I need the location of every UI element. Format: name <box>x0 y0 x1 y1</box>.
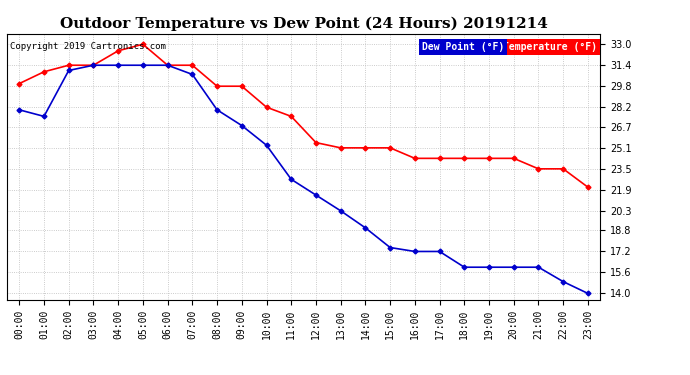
Text: Dew Point (°F): Dew Point (°F) <box>422 42 504 52</box>
Title: Outdoor Temperature vs Dew Point (24 Hours) 20191214: Outdoor Temperature vs Dew Point (24 Hou… <box>59 17 548 31</box>
Text: Copyright 2019 Cartronics.com: Copyright 2019 Cartronics.com <box>10 42 166 51</box>
Text: Temperature (°F): Temperature (°F) <box>503 42 598 52</box>
